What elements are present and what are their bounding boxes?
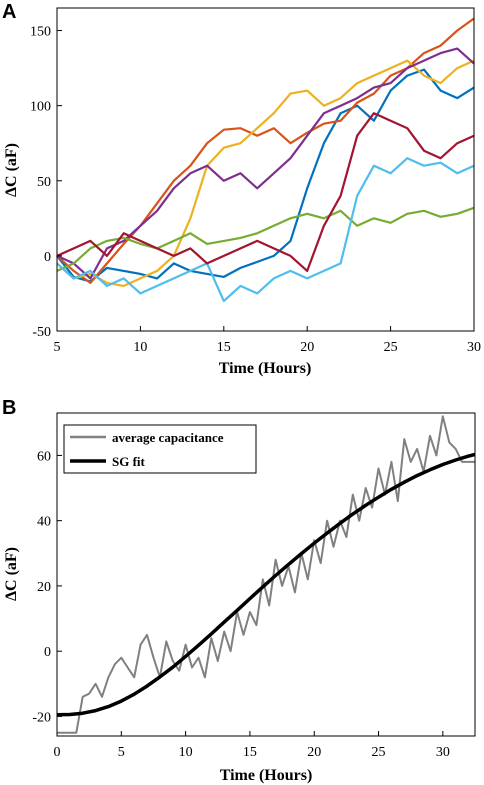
panel-b-ticks: 0 5 10 15 20 25 30 -20 0 20 40 60 bbox=[32, 449, 450, 760]
panel-b-y-tick-label: 60 bbox=[37, 449, 51, 464]
panel-a-series-line-0 bbox=[56, 68, 475, 283]
legend-label-sg-fit: SG fit bbox=[112, 454, 146, 469]
panel-a-y-tick-label: 150 bbox=[30, 25, 51, 40]
panel-b-x-tick-label: 30 bbox=[436, 745, 450, 760]
panel-b-series-group bbox=[56, 415, 476, 734]
panel-b: B 0 5 10 15 20 25 30 -20 0 20 40 60 average capacit… bbox=[2, 397, 476, 784]
panel-b-plot-frame bbox=[56, 412, 476, 737]
panel-a-y-tick-label: -50 bbox=[32, 325, 51, 340]
panel-a-x-tick-label: 25 bbox=[384, 340, 398, 355]
panel-a-series-group bbox=[56, 17, 475, 303]
panel-b-x-tick-label: 25 bbox=[372, 745, 386, 760]
panel-b-y-tick-label: 20 bbox=[37, 580, 51, 595]
panel-a: A 5 10 15 20 25 30 -50 0 50 100 150 Time (Hours) Δ… bbox=[2, 1, 481, 377]
panel-b-y-axis-title: ΔC (aF) bbox=[3, 547, 20, 601]
panel-a-series-line-5 bbox=[56, 157, 475, 303]
panel-b-x-tick-label: 0 bbox=[54, 745, 61, 760]
panel-a-series-line-4 bbox=[56, 206, 475, 272]
panel-b-x-tick-label: 20 bbox=[307, 745, 321, 760]
panel-a-x-tick-label: 20 bbox=[300, 340, 314, 355]
panel-b-series-line-sg-fit bbox=[56, 452, 476, 717]
panel-b-x-axis-title: Time (Hours) bbox=[220, 767, 313, 784]
panel-b-series-line-average-capacitance bbox=[57, 415, 475, 734]
panel-b-label: B bbox=[2, 397, 16, 419]
legend-label-average-capacitance: average capacitance bbox=[112, 430, 224, 445]
legend-box bbox=[63, 424, 257, 474]
panel-b-x-tick-label: 10 bbox=[179, 745, 193, 760]
panel-b-legend: average capacitance SG fit bbox=[63, 424, 257, 474]
panel-a-y-tick-label: 100 bbox=[30, 100, 51, 115]
panel-a-x-tick-label: 10 bbox=[133, 340, 147, 355]
panel-a-y-tick-label: 50 bbox=[37, 175, 51, 190]
panel-b-y-tick-label: 0 bbox=[44, 645, 51, 660]
panel-b-y-tick-label: 40 bbox=[37, 515, 51, 530]
panel-b-x-tick-label: 5 bbox=[118, 745, 125, 760]
panel-a-series-line-6 bbox=[56, 112, 475, 272]
panel-b-y-tick-label: -20 bbox=[32, 710, 51, 725]
panel-a-x-axis-title: Time (Hours) bbox=[219, 360, 312, 377]
panel-a-series-line-2 bbox=[56, 59, 475, 287]
panel-a-x-tick-label: 5 bbox=[54, 340, 61, 355]
panel-a-plot-frame bbox=[56, 7, 475, 332]
panel-a-x-tick-label: 30 bbox=[467, 340, 481, 355]
panel-a-x-tick-label: 15 bbox=[217, 340, 231, 355]
panel-a-y-axis-title: ΔC (aF) bbox=[3, 143, 20, 197]
panel-a-y-tick-label: 0 bbox=[44, 250, 51, 265]
panel-a-label: A bbox=[2, 1, 16, 23]
panel-b-x-tick-label: 15 bbox=[243, 745, 257, 760]
panel-a-ticks: 5 10 15 20 25 30 -50 0 50 100 150 bbox=[30, 25, 481, 355]
